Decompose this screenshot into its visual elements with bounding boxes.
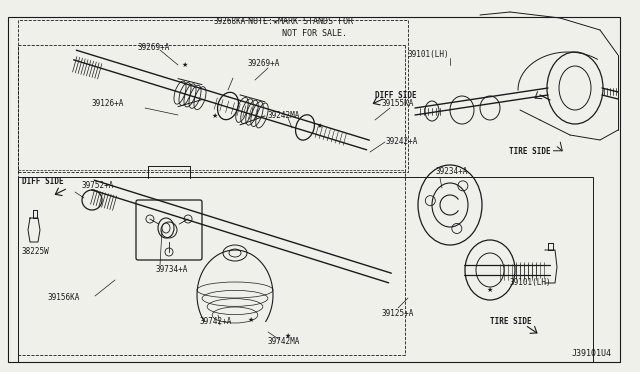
Text: TIRE SIDE: TIRE SIDE — [490, 317, 532, 327]
Text: 39734+A: 39734+A — [155, 266, 188, 275]
Text: 39269+A: 39269+A — [138, 42, 170, 51]
Text: 39234+A: 39234+A — [435, 167, 467, 176]
Text: NOT FOR SALE.: NOT FOR SALE. — [253, 29, 348, 38]
Text: ★: ★ — [317, 123, 323, 129]
Text: 39155KA: 39155KA — [382, 99, 414, 108]
Bar — [18, 177, 593, 362]
Text: ★: ★ — [182, 62, 188, 68]
Text: 39268KA: 39268KA — [214, 17, 246, 26]
Text: 39126+A: 39126+A — [92, 99, 124, 109]
Bar — [18, 20, 408, 172]
Text: 38225W: 38225W — [22, 247, 50, 257]
Text: 39742MA: 39742MA — [268, 337, 300, 346]
Text: 39125+A: 39125+A — [382, 308, 414, 317]
Text: ★: ★ — [285, 333, 291, 339]
Text: 39101(LH): 39101(LH) — [510, 278, 552, 286]
Text: J39101U4: J39101U4 — [572, 349, 612, 358]
Text: ★: ★ — [248, 317, 254, 323]
Text: 39242+A: 39242+A — [385, 138, 417, 147]
Text: DIFF SIDE: DIFF SIDE — [22, 177, 63, 186]
Text: ★: ★ — [212, 113, 218, 119]
Text: DIFF SIDE: DIFF SIDE — [375, 90, 417, 99]
Text: 39269+A: 39269+A — [248, 60, 280, 68]
Text: 39752+A: 39752+A — [82, 180, 115, 189]
Text: 39242MA: 39242MA — [268, 110, 300, 119]
Text: 39742+A: 39742+A — [200, 317, 232, 327]
Text: 39101(LH): 39101(LH) — [408, 51, 450, 60]
Text: NOTE:★MARK STANDS FOR: NOTE:★MARK STANDS FOR — [248, 17, 353, 26]
Text: ★: ★ — [487, 287, 493, 293]
Text: 39156KA: 39156KA — [48, 294, 81, 302]
Text: TIRE SIDE: TIRE SIDE — [509, 148, 551, 157]
